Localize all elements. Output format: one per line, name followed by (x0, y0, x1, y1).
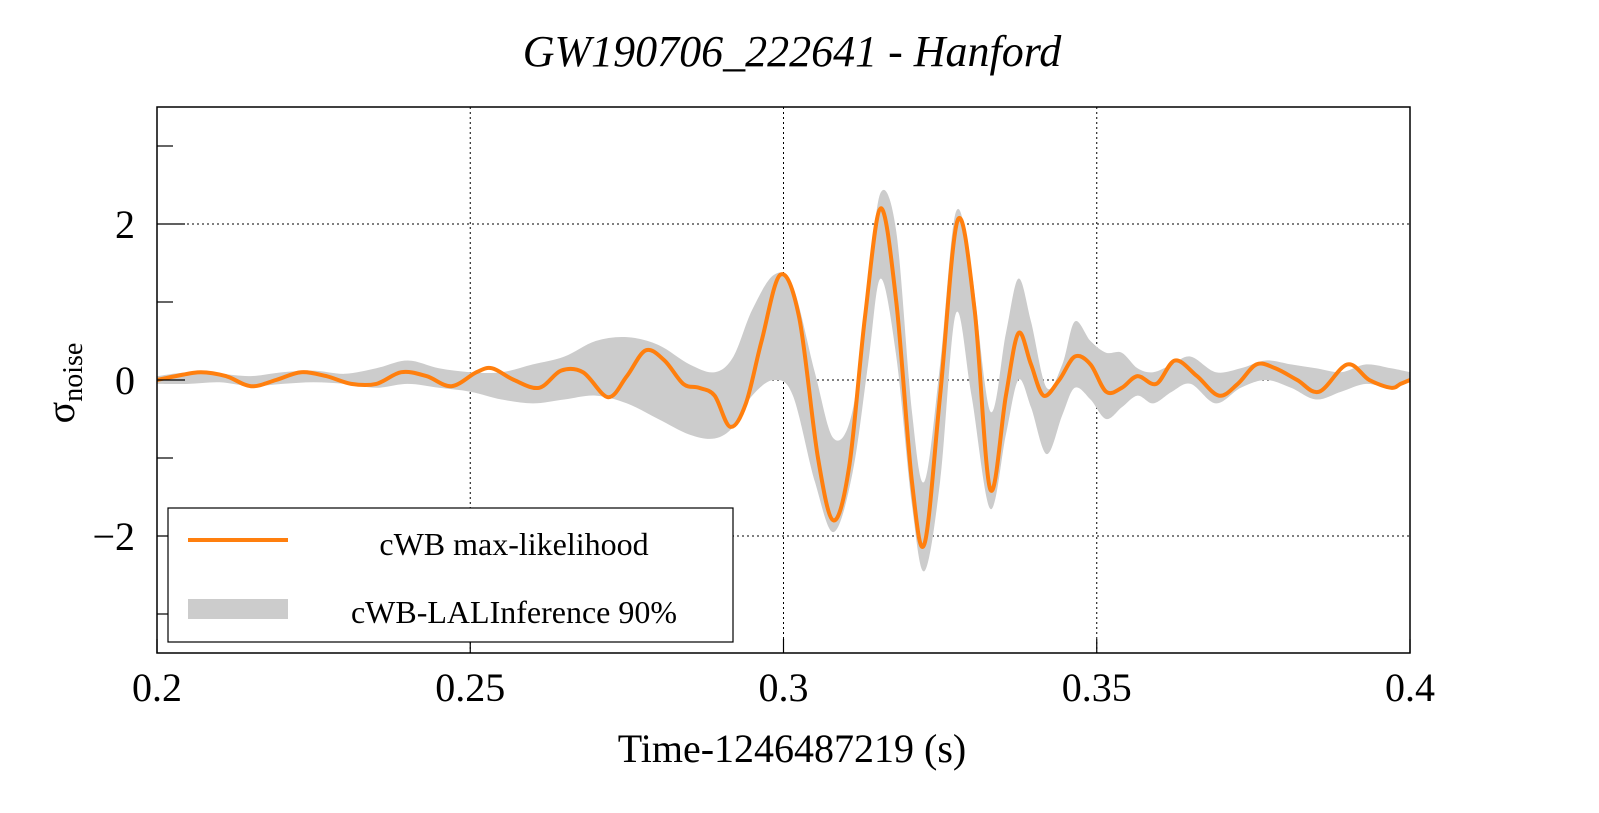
axis-ticks: 0.2 0.25 0.3 0.35 0.4 −2 0 2 (92, 145, 1435, 710)
x-tick-label: 0.35 (1062, 665, 1132, 710)
svg-text:σnoise: σnoise (38, 343, 89, 424)
y-axis-label: σnoise (38, 343, 89, 424)
y-tick-label: −2 (92, 514, 135, 559)
x-tick-label: 0.2 (132, 665, 182, 710)
legend-box (167, 507, 734, 643)
y-tick-label: 0 (115, 358, 135, 403)
max-likelihood-line-layer (156, 206, 1411, 549)
confidence-band-layer (157, 189, 1410, 572)
legend-label-max-likelihood: cWB max-likelihood (379, 526, 648, 562)
legend: cWB max-likelihood cWB-LALInference 90% (167, 507, 734, 643)
max-likelihood-line (156, 206, 1411, 549)
x-tick-label: 0.3 (759, 665, 809, 710)
legend-label-90-percent: cWB-LALInference 90% (351, 594, 677, 630)
chart-title: GW190706_222641 - Hanford (523, 27, 1063, 76)
legend-swatch-band (188, 599, 288, 619)
x-tick-label: 0.25 (435, 665, 505, 710)
confidence-band (157, 189, 1410, 572)
y-tick-label: 2 (115, 202, 135, 247)
x-axis-label: Time-1246487219 (s) (618, 726, 967, 771)
y-axis-label-sub: noise (58, 343, 89, 402)
y-axis-label-main: σ (38, 402, 83, 424)
x-tick-label: 0.4 (1385, 665, 1435, 710)
